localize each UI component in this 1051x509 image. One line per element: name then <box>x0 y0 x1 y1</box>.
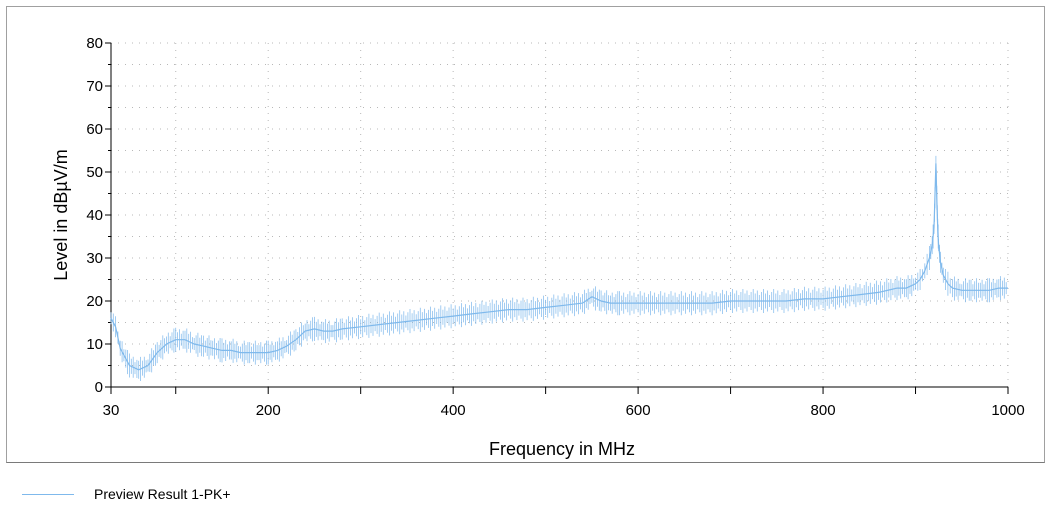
y-ticks: 0 10 20 30 40 50 60 70 80 <box>86 35 111 396</box>
series-line <box>110 163 1008 371</box>
y-tick-label: 70 <box>86 78 103 95</box>
x-axis-label: Frequency in MHz <box>489 439 635 459</box>
x-tick-label: 200 <box>256 402 281 419</box>
series-noise-band <box>110 155 1007 381</box>
x-tick-label: 30 <box>103 402 120 419</box>
x-tick-label: 1000 <box>991 402 1024 419</box>
legend: Preview Result 1-PK+ <box>22 484 231 504</box>
y-tick-label: 10 <box>86 336 103 353</box>
y-tick-label: 80 <box>86 35 103 52</box>
y-tick-label: 30 <box>86 250 103 267</box>
y-tick-label: 50 <box>86 164 103 181</box>
y-tick-label: 40 <box>86 207 103 224</box>
x-ticks: 30 200 400 600 800 1000 <box>103 387 1025 419</box>
y-tick-label: 60 <box>86 121 103 138</box>
grid <box>111 42 1009 387</box>
y-tick-label: 20 <box>86 293 103 310</box>
y-tick-label: 0 <box>95 379 103 396</box>
x-tick-label: 600 <box>626 402 651 419</box>
plot-area <box>110 155 1008 381</box>
x-tick-label: 800 <box>811 402 836 419</box>
y-axis-label: Level in dBµV/m <box>51 149 71 280</box>
series-0 <box>110 155 1008 381</box>
x-tick-label: 400 <box>441 402 466 419</box>
legend-label: Preview Result 1-PK+ <box>94 486 231 502</box>
legend-line-swatch <box>22 493 74 495</box>
